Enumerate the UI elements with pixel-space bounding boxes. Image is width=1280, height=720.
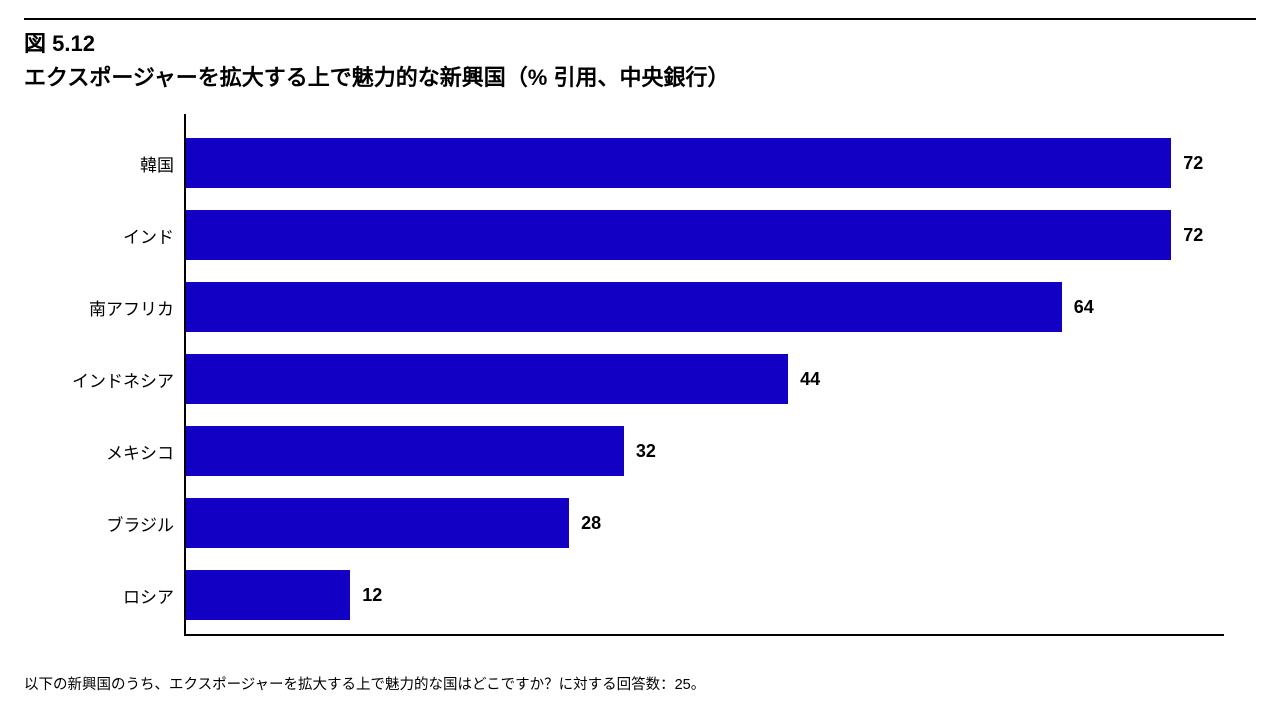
category-label: 韓国 (44, 151, 174, 176)
bar-wrap: ロシア12 (186, 570, 1226, 620)
value-label: 28 (581, 513, 601, 534)
bars-group: 韓国72 インド72 南アフリカ64 インドネシア44 メキシコ32 ブラジル28 ロシア1… (186, 138, 1226, 642)
value-label: 72 (1183, 225, 1203, 246)
bar-row: 韓国72 (186, 138, 1226, 188)
figure-footnote: 以下の新興国のうち、エクスポージャーを拡大する上で魅力的な国はどこですか？に対す… (24, 673, 705, 694)
value-label: 32 (636, 441, 656, 462)
value-label: 72 (1183, 153, 1203, 174)
category-label: インドネシア (44, 367, 174, 392)
bar-row: ロシア12 (186, 570, 1226, 620)
category-label: インド (44, 223, 174, 248)
figure-title: エクスポージャーを拡大する上で魅力的な新興国（% 引用、中央銀行） (24, 60, 1256, 92)
category-label: メキシコ (44, 439, 174, 464)
figure-container: 図 5.12 エクスポージャーを拡大する上で魅力的な新興国（% 引用、中央銀行）… (0, 0, 1280, 720)
category-label: ブラジル (44, 511, 174, 536)
bar-wrap: ブラジル28 (186, 498, 1226, 548)
bar-wrap: インドネシア44 (186, 354, 1226, 404)
bar-row: 南アフリカ64 (186, 282, 1226, 332)
value-label: 64 (1074, 297, 1094, 318)
bar-wrap: インド72 (186, 210, 1226, 260)
bar-wrap: 韓国72 (186, 138, 1226, 188)
value-label: 44 (800, 369, 820, 390)
bar-wrap: 南アフリカ64 (186, 282, 1226, 332)
bar (186, 210, 1171, 260)
category-label: ロシア (44, 583, 174, 608)
bar (186, 498, 569, 548)
bar (186, 570, 350, 620)
bar (186, 426, 624, 476)
bar (186, 354, 788, 404)
bar-row: ブラジル28 (186, 498, 1226, 548)
bar (186, 282, 1062, 332)
category-label: 南アフリカ (44, 295, 174, 320)
bar (186, 138, 1171, 188)
top-rule (24, 18, 1256, 20)
figure-number: 図 5.12 (24, 26, 1256, 58)
bar-row: インドネシア44 (186, 354, 1226, 404)
bar-row: インド72 (186, 210, 1226, 260)
bar-row: メキシコ32 (186, 426, 1226, 476)
value-label: 12 (362, 585, 382, 606)
bar-wrap: メキシコ32 (186, 426, 1226, 476)
